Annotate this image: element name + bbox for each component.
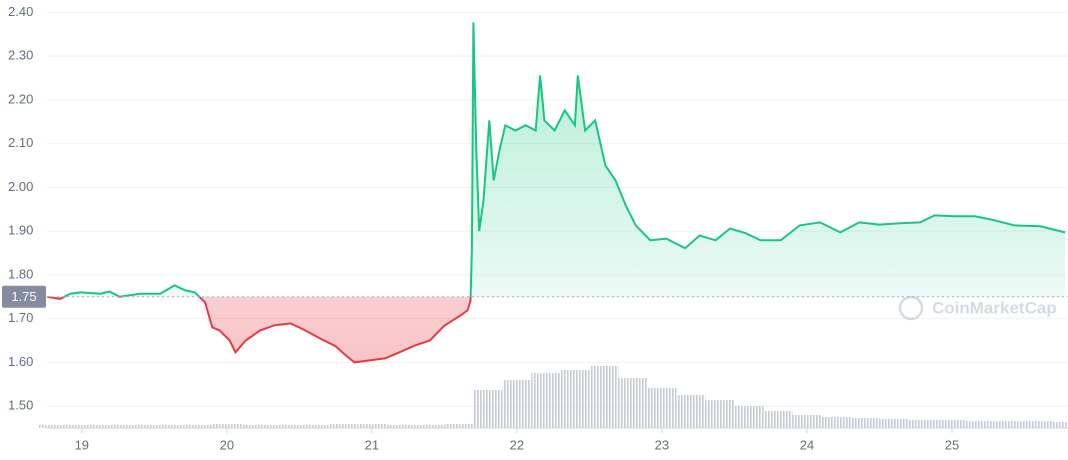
x-tick-label: 22	[510, 437, 524, 452]
volume-bar	[212, 424, 242, 428]
x-tick-label: 21	[365, 437, 379, 452]
volume-bar	[386, 425, 416, 428]
volume-bar	[850, 418, 880, 428]
area-down	[47, 296, 1066, 363]
volume-bar	[154, 425, 184, 428]
reference-label: 1.75	[11, 289, 36, 304]
volume-bar	[966, 421, 996, 428]
reference-label-box	[2, 285, 46, 308]
volume-bar	[676, 395, 706, 428]
y-tick-label: 1.80	[8, 266, 33, 281]
volume-bar	[357, 424, 387, 428]
volume-bar	[299, 425, 329, 428]
volume-bar	[589, 366, 619, 428]
y-tick-label: 1.60	[8, 354, 33, 369]
axes: 1.50 1.60 1.70 1.80 1.90 2.00 2.10 2.20 2.30 2.40…	[2, 4, 1068, 452]
volume-bar	[560, 370, 590, 428]
volume-bar	[763, 411, 793, 428]
y-tick-label: 2.10	[8, 135, 33, 150]
volume-bar	[1053, 422, 1068, 428]
area-up	[47, 22, 1066, 297]
volume-bar	[270, 425, 300, 428]
y-tick-label: 2.00	[8, 179, 33, 194]
watermark-logo	[898, 295, 924, 321]
x-tick-label: 20	[220, 437, 234, 452]
price-line	[47, 22, 1066, 297]
volume-bar	[995, 421, 1025, 428]
watermark-text: CoinMarketCap	[932, 298, 1057, 317]
y-tick-label: 1.50	[8, 398, 33, 413]
y-tick-label: 2.40	[8, 4, 33, 19]
x-tick-label: 24	[800, 437, 814, 452]
plot	[46, 22, 1066, 364]
watermark: CoinMarketCap	[898, 295, 1057, 321]
volume-bar	[821, 417, 851, 428]
volume-bar	[908, 420, 938, 428]
volume-bar	[792, 415, 822, 428]
volume-bar	[38, 425, 68, 428]
volume-bar	[1024, 421, 1054, 428]
volume-bar	[502, 380, 532, 428]
volume-bar	[937, 420, 967, 428]
y-tick-label: 2.30	[8, 48, 33, 63]
y-tick-label: 2.20	[8, 91, 33, 106]
volume-bar	[473, 390, 503, 428]
price-line-down	[46, 296, 472, 364]
y-tick-label: 1.90	[8, 223, 33, 238]
volume-bar	[734, 406, 764, 428]
volume-bar	[415, 425, 445, 428]
volume-bar	[125, 425, 155, 428]
volume-bar	[67, 425, 97, 428]
volume	[38, 366, 1068, 428]
x-tick-label: 19	[75, 437, 89, 452]
x-tick-label: 25	[945, 437, 959, 452]
volume-bar	[241, 425, 271, 428]
volume-bar	[96, 425, 126, 428]
x-tick-label: 23	[655, 437, 669, 452]
volume-bar	[647, 388, 677, 428]
volume-bar	[328, 424, 358, 428]
volume-bar	[183, 425, 213, 428]
volume-bar	[705, 400, 735, 428]
volume-bar	[879, 419, 909, 428]
volume-bar	[618, 378, 648, 428]
volume-bar	[531, 373, 561, 428]
y-tick-label: 1.70	[8, 310, 33, 325]
volume-bar	[444, 424, 474, 428]
